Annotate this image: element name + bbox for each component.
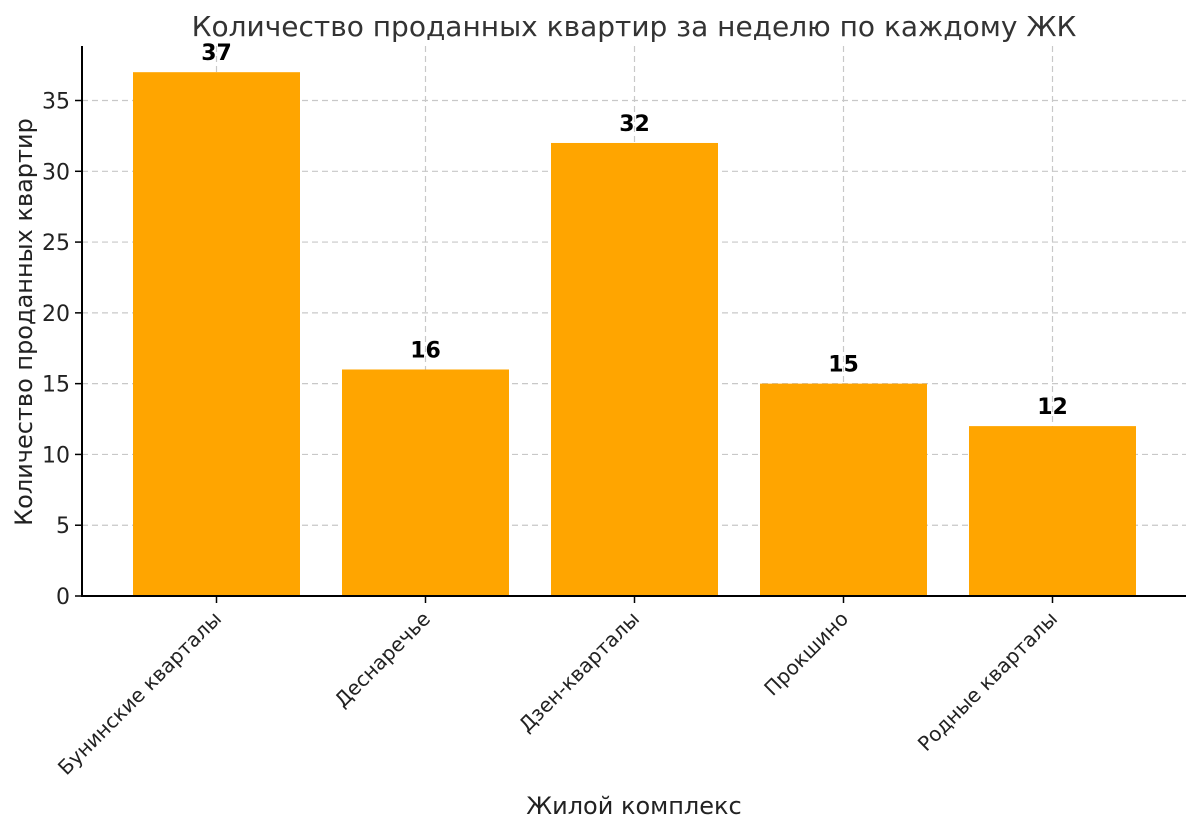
x-axis-ticks: Бунинские кварталы Деснаречье Дзен-квартал… bbox=[53, 596, 1062, 780]
x-tick-label: Прокшино bbox=[759, 607, 853, 701]
chart-title: Количество проданных квартир за неделю п… bbox=[192, 10, 1077, 43]
bar-value-label: 16 bbox=[410, 338, 441, 363]
bar bbox=[551, 142, 718, 597]
y-tick-label: 5 bbox=[56, 514, 70, 539]
x-tick-label: Дзен-кварталы bbox=[514, 607, 644, 737]
y-axis-ticks: 0 5 10 15 20 25 30 35 bbox=[42, 90, 82, 610]
y-tick-label: 15 bbox=[42, 373, 70, 398]
x-tick-label: Родные кварталы bbox=[913, 607, 1062, 756]
bar-value-label: 12 bbox=[1037, 395, 1068, 420]
bar-value-label: 37 bbox=[201, 41, 232, 66]
x-tick-label: Бунинские кварталы bbox=[53, 607, 226, 780]
x-axis-label: Жилой комплекс bbox=[526, 792, 741, 820]
bar bbox=[342, 369, 509, 596]
bar bbox=[133, 72, 300, 596]
bar-value-label: 15 bbox=[828, 353, 859, 378]
bar-value-label: 32 bbox=[619, 112, 650, 137]
bar bbox=[760, 383, 927, 596]
bar bbox=[969, 426, 1136, 596]
y-tick-label: 30 bbox=[42, 160, 70, 185]
y-tick-label: 25 bbox=[42, 231, 70, 256]
x-tick-label: Деснаречье bbox=[330, 607, 435, 712]
y-tick-label: 20 bbox=[42, 302, 70, 327]
y-axis-label: Количество проданных квартир bbox=[10, 118, 38, 526]
bars bbox=[133, 72, 1136, 597]
axes bbox=[81, 46, 1186, 597]
y-tick-label: 0 bbox=[56, 585, 70, 610]
y-tick-label: 35 bbox=[42, 90, 70, 115]
bar-value-labels: 37 16 32 15 12 bbox=[201, 41, 1068, 420]
y-tick-label: 10 bbox=[42, 443, 70, 468]
